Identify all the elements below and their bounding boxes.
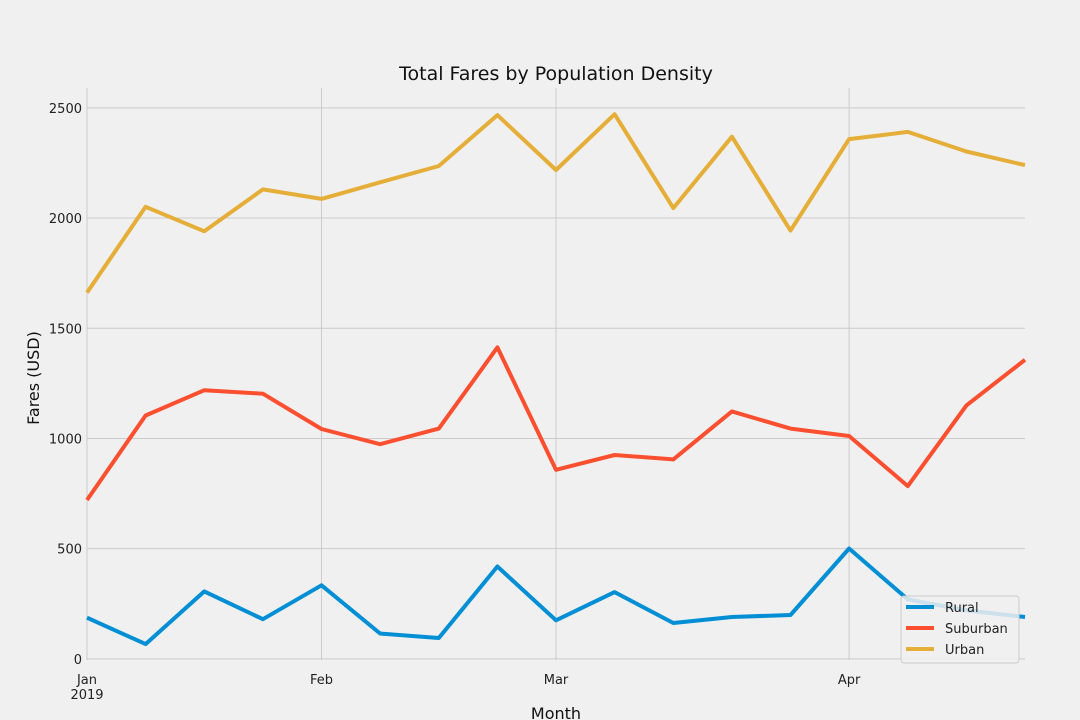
grid-lines xyxy=(86,88,1025,660)
x-tick-sublabel: 2019 xyxy=(70,688,103,703)
series-line-urban xyxy=(85,112,1026,294)
x-tick-label: Apr xyxy=(838,673,861,688)
legend: Rural Suburban Urban xyxy=(900,595,1020,664)
series-line-rural xyxy=(86,546,1026,647)
y-tick-label: 2500 xyxy=(49,102,82,117)
chart-title: Total Fares by Population Density xyxy=(398,63,713,85)
series-lines xyxy=(85,112,1027,647)
legend-label-urban: Urban xyxy=(945,643,984,658)
x-tick-label: Feb xyxy=(310,673,333,688)
y-tick-label: 1000 xyxy=(49,432,82,447)
x-tick-label: Mar xyxy=(544,673,569,688)
y-axis-label: Fares (USD) xyxy=(24,331,43,425)
y-tick-label: 500 xyxy=(57,543,82,558)
y-tick-label: 2000 xyxy=(49,212,82,227)
x-tick-label: Jan xyxy=(76,673,97,688)
legend-box xyxy=(900,595,1020,664)
y-axis-ticks: 0 500 1000 1500 2000 2500 xyxy=(49,102,82,668)
legend-label-rural: Rural xyxy=(945,601,979,616)
legend-label-suburban: Suburban xyxy=(945,622,1008,637)
series-line-suburban xyxy=(85,345,1027,502)
y-tick-label: 0 xyxy=(74,653,82,668)
y-tick-label: 1500 xyxy=(49,322,82,337)
x-axis-label: Month xyxy=(531,704,581,720)
